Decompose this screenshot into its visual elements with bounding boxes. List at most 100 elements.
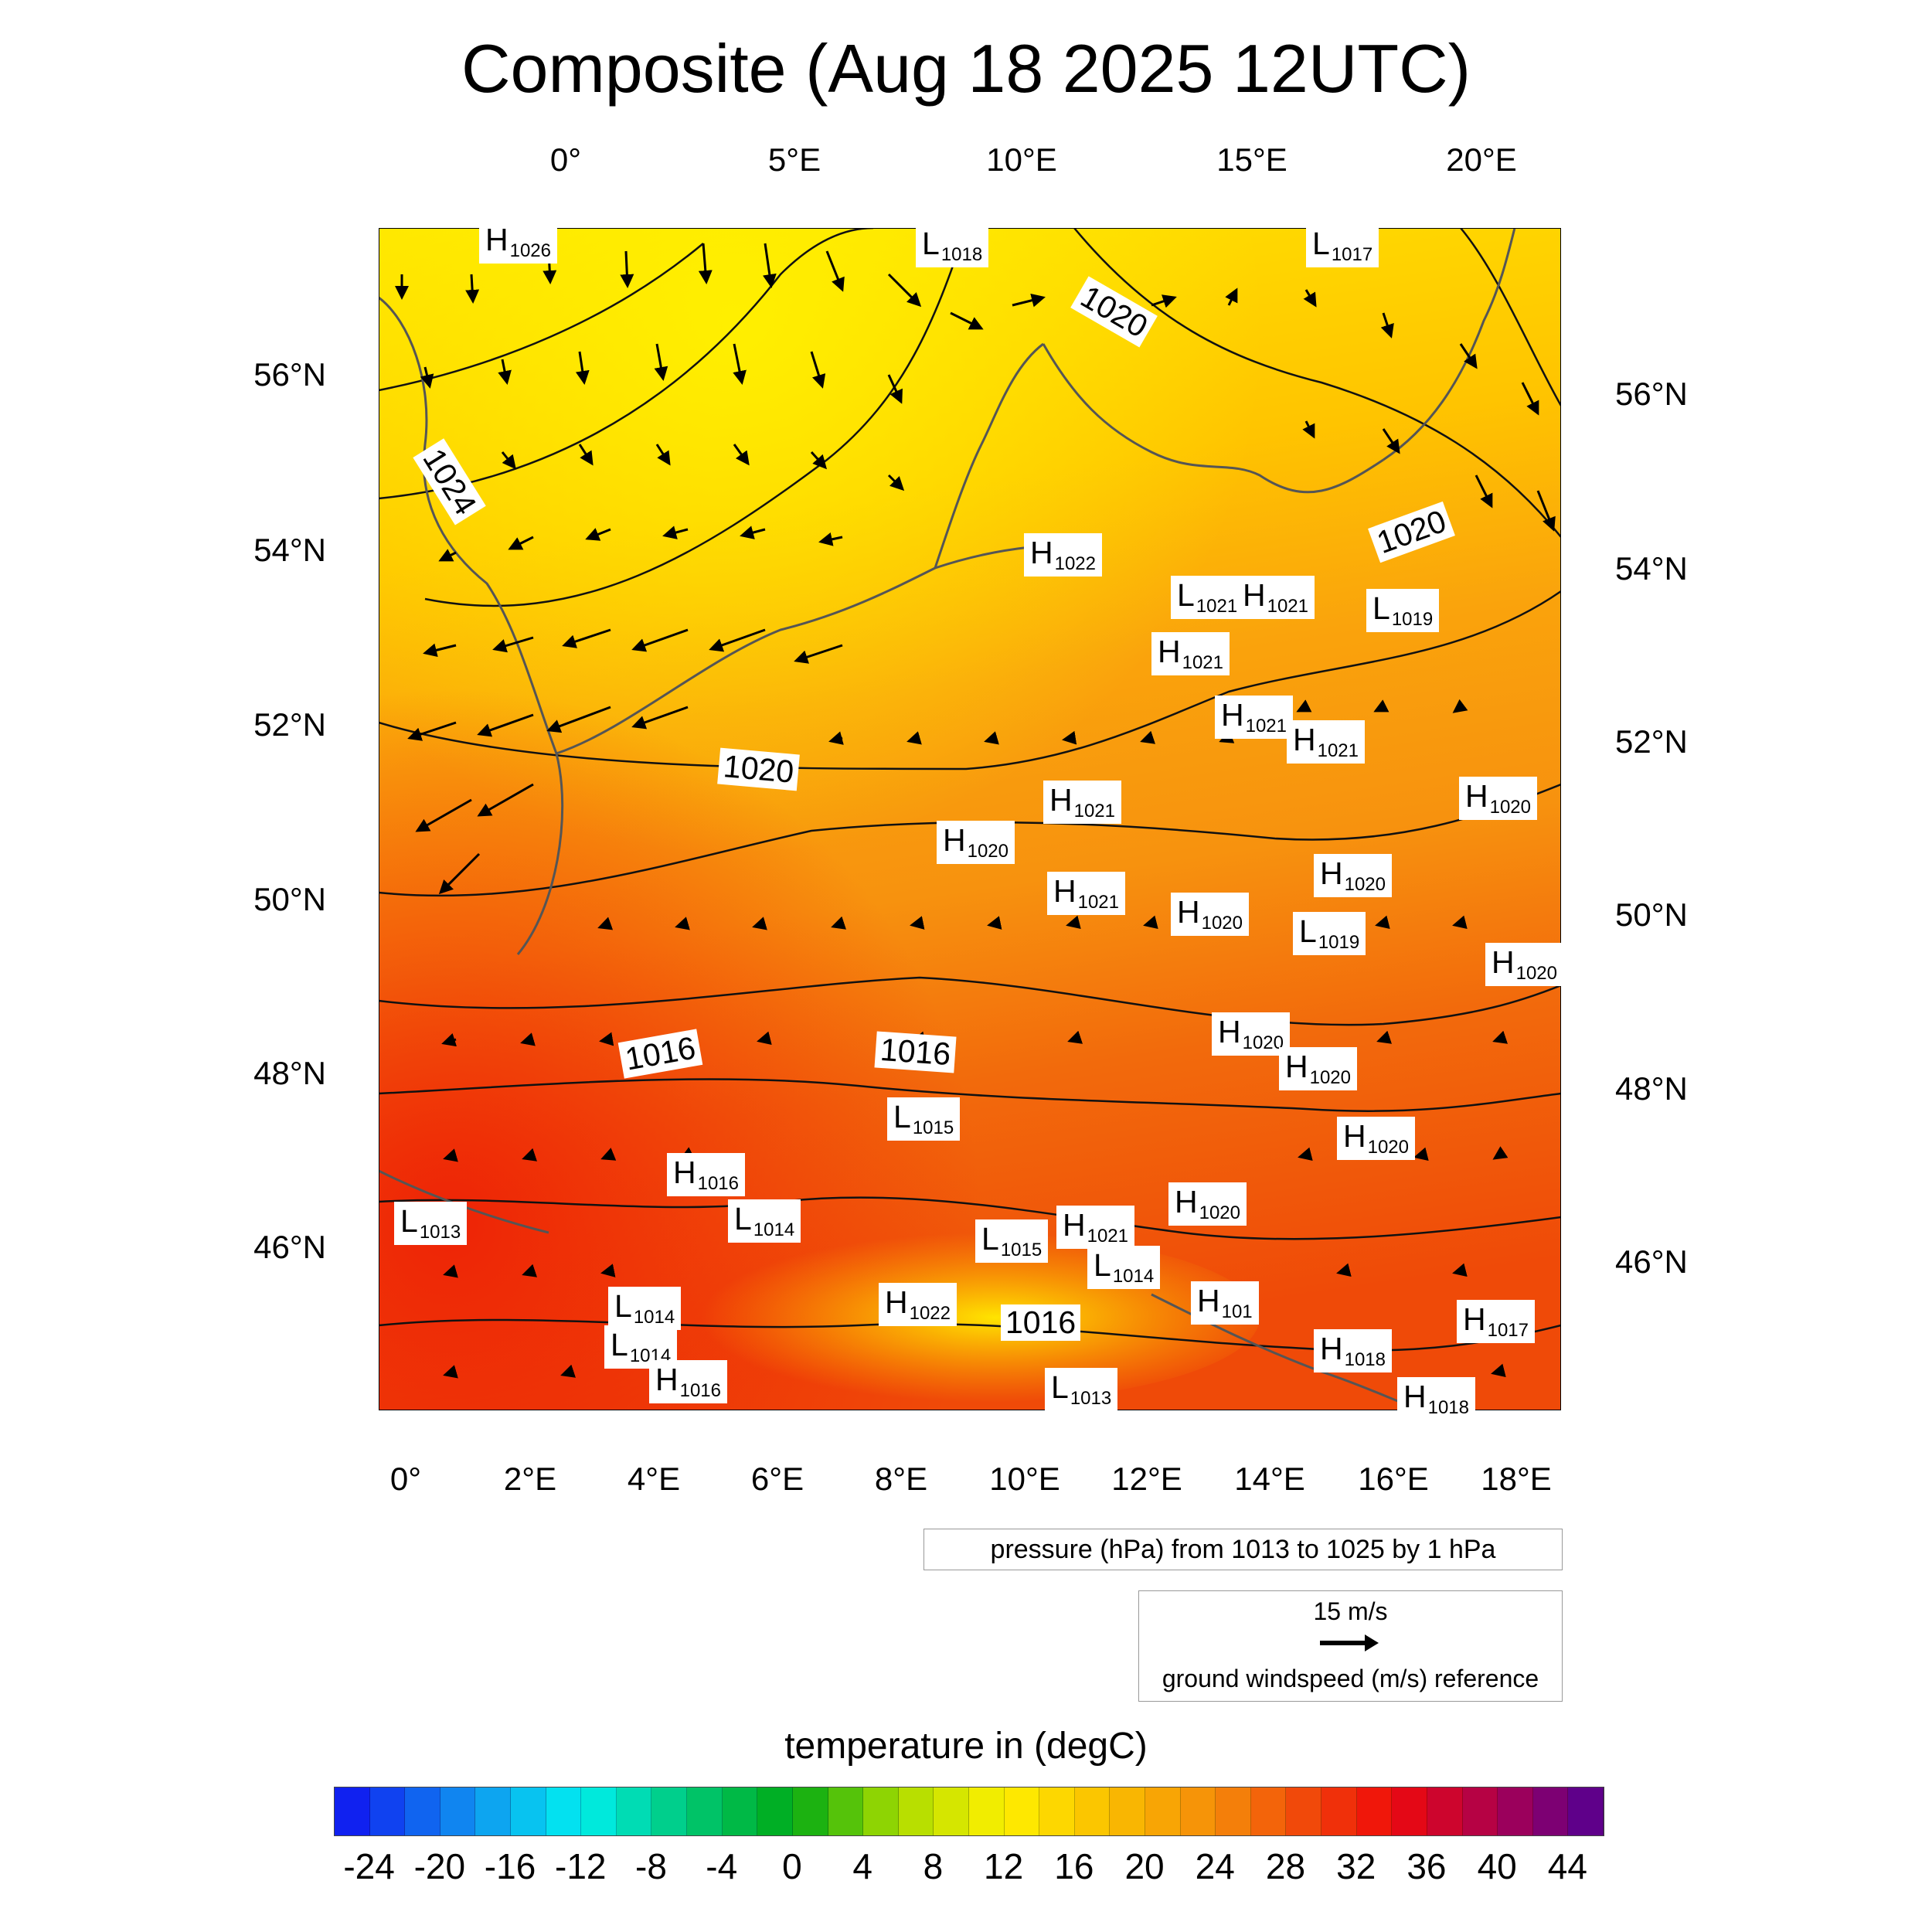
colorbar-tick-label: -20	[413, 1846, 466, 1886]
colorbar-bin	[898, 1787, 934, 1835]
colorbar-bin	[1356, 1787, 1393, 1835]
isobar-label: 1016	[1001, 1304, 1081, 1341]
colorbar-bin	[1427, 1787, 1463, 1835]
lon-tick-top: 15°E	[1216, 141, 1287, 178]
colorbar-bin	[440, 1787, 476, 1835]
colorbar-bin	[828, 1787, 864, 1835]
high-pressure-label: H1020	[1459, 777, 1537, 820]
high-pressure-label: H1020	[1337, 1117, 1415, 1160]
lon-tick-top: 5°E	[767, 141, 821, 178]
colorbar-bin	[1145, 1787, 1181, 1835]
high-pressure-label: H1021	[1215, 696, 1293, 739]
lat-tick-left: 50°N	[253, 881, 326, 917]
lat-tick-left: 48°N	[253, 1055, 326, 1091]
high-pressure-label: H1021	[1047, 872, 1125, 915]
low-pressure-label: L1019	[1366, 589, 1440, 632]
low-pressure-label: L1019	[1293, 912, 1366, 955]
lon-tick-top: 0°	[549, 141, 582, 178]
lon-tick-bottom: 12°E	[1111, 1461, 1182, 1497]
lon-tick-bottom: 6°E	[750, 1461, 804, 1497]
lat-tick-right: 56°N	[1615, 376, 1688, 412]
high-pressure-label: H1020	[1212, 1012, 1290, 1056]
colorbar-tick-label: 12	[984, 1846, 1024, 1886]
lat-tick-right: 50°N	[1615, 896, 1688, 933]
colorbar-tick-label: -4	[706, 1846, 738, 1886]
colorbar-title: temperature in (degC)	[784, 1726, 1148, 1767]
high-pressure-label: H1020	[1314, 854, 1392, 897]
colorbar-bin	[1286, 1787, 1322, 1835]
low-pressure-label: L1014	[728, 1199, 801, 1243]
lon-tick-bottom: 16°E	[1358, 1461, 1429, 1497]
high-pressure-label: H101	[1191, 1281, 1259, 1325]
colorbar-bin	[1568, 1787, 1604, 1835]
low-pressure-label: L1017	[1306, 224, 1379, 267]
colorbar-bin	[968, 1787, 1005, 1835]
colorbar-tick-label: 24	[1195, 1846, 1235, 1886]
lon-tick-bottom: 10°E	[989, 1461, 1060, 1497]
colorbar-tick-label: -12	[555, 1846, 607, 1886]
lat-tick-right: 48°N	[1615, 1070, 1688, 1107]
colorbar-bin	[616, 1787, 652, 1835]
colorbar-tick-label: -8	[635, 1846, 667, 1886]
temperature-map	[379, 228, 1561, 1410]
colorbar-tick-label: -16	[484, 1846, 536, 1886]
colorbar-bin	[335, 1787, 370, 1835]
colorbar-bin	[1004, 1787, 1040, 1835]
lon-tick-bottom: 18°E	[1481, 1461, 1552, 1497]
low-pressure-label: L1018	[916, 224, 989, 267]
colorbar-tick-label: 36	[1406, 1846, 1447, 1886]
colorbar-bin	[1180, 1787, 1216, 1835]
colorbar-bin	[1250, 1787, 1287, 1835]
high-pressure-label: H1021	[1043, 781, 1121, 824]
colorbar-bin	[1392, 1787, 1427, 1835]
high-pressure-label: H1020	[1171, 893, 1249, 936]
high-pressure-label: H1020	[1485, 943, 1563, 986]
lat-tick-left: 52°N	[253, 706, 326, 743]
colorbar-tick-label: 28	[1265, 1846, 1306, 1886]
colorbar-bin	[475, 1787, 512, 1835]
lat-tick-right: 54°N	[1615, 550, 1688, 587]
colorbar-bin	[792, 1787, 828, 1835]
wind-reference-caption: ground windspeed (m/s) reference	[1162, 1665, 1539, 1692]
lon-tick-bottom: 14°E	[1234, 1461, 1305, 1497]
colorbar-bin	[369, 1787, 406, 1835]
colorbar-bin	[581, 1787, 617, 1835]
lon-tick-top: 10°E	[986, 141, 1057, 178]
high-pressure-label: H1022	[1024, 533, 1102, 577]
lon-tick-bottom: 0°	[389, 1461, 422, 1497]
colorbar-bin	[1216, 1787, 1251, 1835]
lon-tick-bottom: 2°E	[503, 1461, 557, 1497]
wind-reference-speed: 15 m/s	[1313, 1597, 1388, 1625]
low-pressure-label: L1015	[975, 1219, 1049, 1263]
low-pressure-label: L1013	[394, 1202, 468, 1245]
high-pressure-label: H1020	[1168, 1182, 1247, 1226]
colorbar-tick-label: -24	[343, 1846, 395, 1886]
colorbar-tick-label: 32	[1336, 1846, 1376, 1886]
colorbar-bin	[687, 1787, 723, 1835]
high-pressure-label: H1021	[1056, 1206, 1134, 1249]
high-pressure-label: H1021	[1287, 720, 1365, 764]
pressure-legend: pressure (hPa) from 1013 to 1025 by 1 hP…	[923, 1529, 1563, 1570]
colorbar-tick-label: 20	[1124, 1846, 1165, 1886]
high-pressure-label: H1016	[649, 1360, 727, 1403]
low-pressure-label: L1013	[1045, 1368, 1118, 1411]
high-pressure-label: H1018	[1314, 1329, 1392, 1372]
low-pressure-label: L1021	[1171, 576, 1244, 619]
colorbar-bin	[757, 1787, 793, 1835]
colorbar-tick-label: 16	[1054, 1846, 1094, 1886]
high-pressure-label: H1021	[1151, 632, 1230, 675]
lon-tick-bottom: 4°E	[627, 1461, 681, 1497]
colorbar-bin	[1074, 1787, 1111, 1835]
high-pressure-label: H1020	[937, 821, 1015, 864]
low-pressure-label: L1014	[1087, 1246, 1161, 1289]
low-pressure-label: L1014	[608, 1287, 682, 1330]
high-pressure-label: H1018	[1397, 1377, 1475, 1420]
lat-tick-left: 46°N	[253, 1229, 326, 1265]
colorbar-tick-label: 8	[923, 1846, 944, 1886]
high-pressure-label: H1026	[479, 220, 557, 264]
colorbar-labels: -24 -20 -16 -12 -8 -4 0 4 8 12 16 20 24 28 32 36 40 44	[334, 1845, 1603, 1892]
chart-title: Composite (Aug 18 2025 12UTC)	[461, 30, 1471, 107]
wind-vectors	[395, 243, 1556, 1379]
colorbar-bin	[863, 1787, 899, 1835]
colorbar-bin	[722, 1787, 758, 1835]
